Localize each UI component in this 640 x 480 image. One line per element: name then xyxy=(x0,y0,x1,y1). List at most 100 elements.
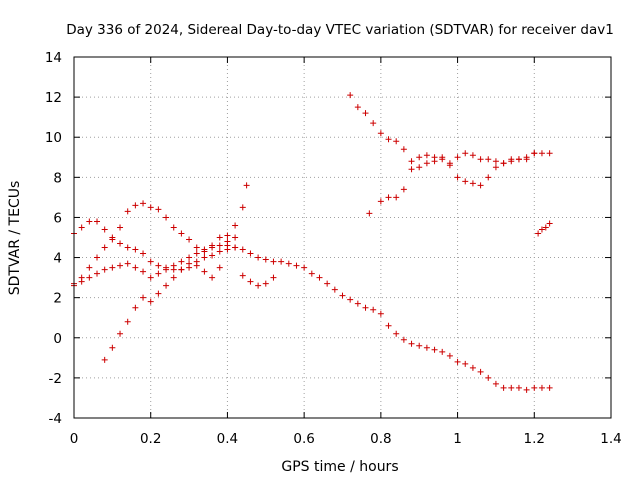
data-point xyxy=(500,384,507,391)
series-arc-b xyxy=(71,218,277,289)
data-point xyxy=(423,152,430,159)
data-point xyxy=(515,156,522,163)
data-points xyxy=(71,92,553,393)
data-point xyxy=(285,260,292,267)
data-point xyxy=(454,358,461,365)
y-tick-label: 4 xyxy=(53,251,62,267)
data-point xyxy=(132,264,139,271)
data-point xyxy=(469,152,476,159)
data-point xyxy=(454,174,461,181)
data-point xyxy=(124,208,131,215)
x-tick-label: 0.4 xyxy=(217,431,238,447)
x-tick-label: 1.2 xyxy=(524,431,545,447)
data-point xyxy=(546,150,553,157)
data-point xyxy=(247,250,254,257)
data-point xyxy=(362,304,369,311)
data-point xyxy=(101,226,108,233)
data-point xyxy=(147,204,154,211)
data-point xyxy=(224,238,231,245)
data-point xyxy=(109,344,116,351)
data-point xyxy=(423,344,430,351)
data-point xyxy=(232,222,239,229)
data-point xyxy=(262,256,269,263)
data-point xyxy=(492,158,499,165)
data-point xyxy=(124,318,131,325)
data-point xyxy=(109,234,116,241)
data-point xyxy=(462,178,469,185)
y-axis-label: SDTVAR / TECUs xyxy=(7,181,23,296)
data-point xyxy=(535,230,542,237)
data-point xyxy=(239,272,246,279)
data-point xyxy=(216,242,223,249)
data-point xyxy=(101,244,108,251)
data-point xyxy=(117,240,124,247)
x-tick-label: 0 xyxy=(70,431,79,447)
data-point xyxy=(216,234,223,241)
data-point xyxy=(201,248,208,255)
data-point xyxy=(508,158,515,165)
data-point xyxy=(255,254,262,261)
data-point xyxy=(293,262,300,269)
data-point xyxy=(132,304,139,311)
y-tick-label: 6 xyxy=(53,210,62,226)
data-point xyxy=(446,352,453,359)
data-point xyxy=(339,292,346,299)
series-arc-d xyxy=(101,244,239,363)
data-point xyxy=(247,278,254,285)
data-point xyxy=(439,154,446,161)
data-point xyxy=(140,268,147,275)
data-point xyxy=(446,160,453,167)
data-point xyxy=(78,274,85,281)
data-point xyxy=(385,194,392,201)
data-point xyxy=(94,270,101,277)
data-point xyxy=(278,258,285,265)
data-point xyxy=(193,250,200,257)
data-point xyxy=(370,120,377,127)
data-point xyxy=(538,226,545,233)
x-axis-label: GPS time / hours xyxy=(281,459,398,475)
data-point xyxy=(354,104,361,111)
data-point xyxy=(147,258,154,265)
data-point xyxy=(270,274,277,281)
data-point xyxy=(462,150,469,157)
data-point xyxy=(431,346,438,353)
data-point xyxy=(393,138,400,145)
x-tick-label: 1 xyxy=(453,431,462,447)
data-point xyxy=(523,386,530,393)
data-point xyxy=(546,220,553,227)
data-point xyxy=(209,274,216,281)
tick-labels: 0 0.2 0.4 0.6 0.8 1 1.2 1.4 -4 -2 0 2 4 6 8 10 12 14 xyxy=(45,50,622,447)
chart-title: Day 336 of 2024, Sidereal Day-to-day VTE… xyxy=(66,22,614,38)
data-point xyxy=(155,262,162,269)
data-point xyxy=(377,198,384,205)
x-tick-label: 0.6 xyxy=(293,431,314,447)
data-point xyxy=(400,186,407,193)
data-point xyxy=(239,246,246,253)
data-point xyxy=(224,246,231,253)
series-arc-c xyxy=(71,182,250,289)
data-point xyxy=(155,270,162,277)
y-tick-label: -4 xyxy=(49,411,62,427)
data-point xyxy=(140,294,147,301)
data-point xyxy=(469,180,476,187)
data-point xyxy=(515,384,522,391)
data-point xyxy=(324,280,331,287)
data-point xyxy=(117,330,124,337)
data-point xyxy=(201,268,208,275)
data-point xyxy=(354,300,361,307)
data-point xyxy=(186,236,193,243)
data-point xyxy=(94,254,101,261)
data-point xyxy=(86,218,93,225)
data-point xyxy=(542,224,549,231)
data-point xyxy=(262,280,269,287)
series-arc-e xyxy=(347,92,553,189)
y-tick-label: 14 xyxy=(45,50,62,66)
data-point xyxy=(232,244,239,251)
data-point xyxy=(485,374,492,381)
x-tick-label: 1.4 xyxy=(600,431,621,447)
plot-frame xyxy=(73,56,612,419)
data-point xyxy=(385,322,392,329)
data-point xyxy=(86,274,93,281)
grid-lines xyxy=(74,57,611,418)
